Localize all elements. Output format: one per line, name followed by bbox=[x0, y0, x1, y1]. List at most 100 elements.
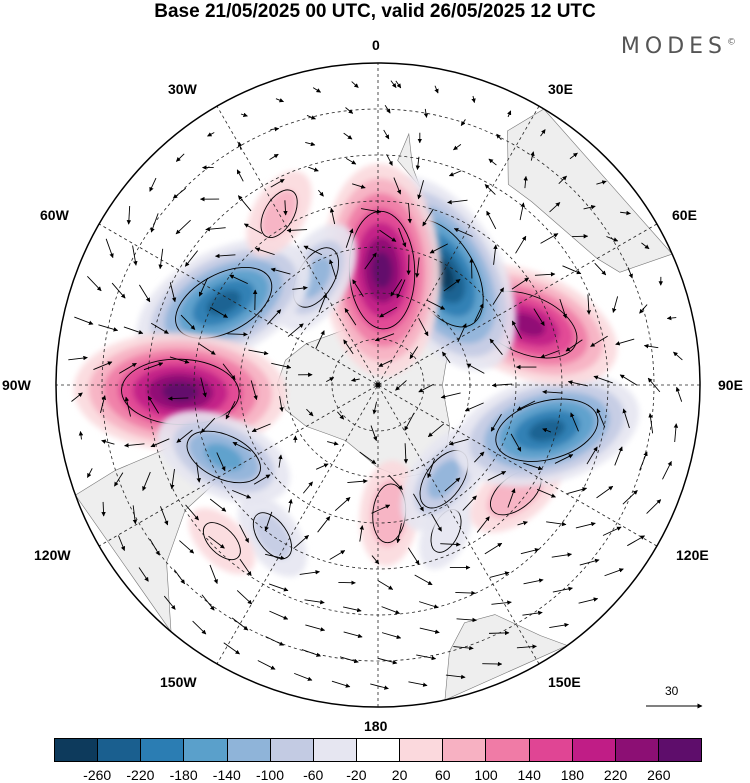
wind-arrow bbox=[149, 539, 160, 556]
wind-arrow bbox=[384, 104, 391, 114]
wind-arrow bbox=[422, 208, 434, 227]
low-anomaly-115w-contour bbox=[175, 266, 273, 339]
wind-arrow bbox=[647, 377, 661, 393]
wind-arrow bbox=[248, 349, 269, 356]
colorbar-segment bbox=[486, 739, 530, 761]
wind-arrow bbox=[317, 516, 331, 533]
meridian-line bbox=[98, 223, 658, 547]
wind-arrow bbox=[169, 356, 190, 364]
wind-arrow bbox=[352, 183, 366, 189]
wind-arrow bbox=[567, 487, 588, 494]
wind-arrow bbox=[395, 380, 407, 391]
wind-arrow bbox=[627, 535, 646, 547]
wind-arrow bbox=[225, 400, 236, 420]
wind-arrow bbox=[586, 294, 592, 315]
wind-arrow bbox=[371, 504, 391, 514]
wind-arrow bbox=[236, 590, 253, 605]
wind-arrow bbox=[549, 202, 561, 213]
wind-arrow bbox=[429, 243, 448, 254]
wind-arrow bbox=[533, 308, 545, 327]
wind-arrow bbox=[596, 485, 614, 499]
wind-arrow bbox=[172, 187, 187, 199]
colorbar-segment bbox=[615, 739, 659, 761]
wind-arrow bbox=[160, 506, 169, 526]
wind-vectors bbox=[68, 80, 683, 690]
wind-arrow bbox=[455, 590, 476, 596]
colorbar-segment bbox=[443, 739, 487, 761]
brand-logo: MODES© bbox=[621, 34, 736, 59]
wind-arrow bbox=[388, 474, 403, 490]
wind-arrow bbox=[87, 468, 93, 478]
wind-arrow bbox=[558, 175, 567, 185]
wind-arrow bbox=[378, 359, 393, 367]
wind-arrow bbox=[329, 207, 336, 225]
wind-arrow bbox=[612, 296, 619, 313]
wind-arrow bbox=[453, 144, 462, 151]
wind-arrow bbox=[329, 259, 337, 279]
wind-arrow bbox=[306, 408, 314, 417]
wind-arrow bbox=[614, 446, 623, 466]
wind-arrow bbox=[488, 158, 497, 166]
wind-arrow bbox=[347, 478, 368, 484]
wind-arrow bbox=[378, 657, 398, 665]
wind-arrow bbox=[143, 362, 164, 371]
wind-arrow bbox=[404, 412, 415, 431]
wind-arrow bbox=[510, 433, 522, 452]
wind-arrow bbox=[243, 223, 263, 234]
lon-label-150w: 150W bbox=[160, 674, 197, 690]
wind-arrow bbox=[343, 631, 363, 639]
wind-arrow bbox=[403, 443, 409, 464]
wind-arrow bbox=[673, 423, 679, 443]
colorbar-segment bbox=[98, 739, 142, 761]
wind-arrow bbox=[386, 154, 393, 166]
wind-arrow bbox=[583, 204, 596, 210]
wind-arrow bbox=[575, 521, 596, 529]
wind-arrow bbox=[493, 244, 498, 265]
wind-arrow bbox=[139, 284, 151, 303]
wind-arrow bbox=[381, 606, 401, 615]
wind-arrow bbox=[270, 178, 285, 188]
copyright-mark: © bbox=[727, 37, 736, 48]
wind-arrow bbox=[275, 98, 284, 103]
wind-arrow bbox=[302, 481, 313, 494]
wind-arrow bbox=[431, 513, 442, 532]
low-anomaly-30w bbox=[238, 494, 307, 578]
wind-arrow bbox=[448, 170, 462, 177]
wind-arrow bbox=[207, 132, 215, 137]
wind-arrow bbox=[185, 504, 199, 521]
wind-arrow bbox=[407, 547, 420, 565]
wind-arrow bbox=[516, 644, 537, 649]
colorbar-tick-label: -100 bbox=[255, 767, 285, 783]
wind-arrow bbox=[596, 408, 606, 428]
wind-arrow bbox=[593, 375, 613, 384]
wind-arrow bbox=[643, 343, 659, 349]
wind-arrow bbox=[269, 153, 279, 161]
wind-arrow bbox=[239, 558, 252, 577]
wind-arrow bbox=[308, 166, 319, 172]
lon-label-120w: 120W bbox=[34, 547, 71, 563]
wind-arrow bbox=[292, 285, 308, 291]
low-anomaly-30w-contour bbox=[252, 512, 293, 560]
wind-arrow bbox=[426, 299, 446, 310]
wind-arrow bbox=[370, 425, 378, 442]
wind-arrow bbox=[622, 408, 630, 429]
wind-arrow bbox=[238, 524, 249, 543]
wind-arrow bbox=[484, 184, 496, 195]
wind-arrow bbox=[578, 597, 599, 604]
wind-arrow bbox=[253, 474, 271, 485]
wind-arrow bbox=[210, 306, 228, 318]
wind-arrow bbox=[444, 477, 461, 492]
colorbar-tick-label: -220 bbox=[126, 767, 155, 783]
wind-arrow bbox=[622, 490, 638, 505]
wind-arrow bbox=[419, 601, 439, 609]
high-anomaly-150w-contour bbox=[260, 189, 298, 238]
wind-arrow bbox=[491, 600, 512, 605]
wind-arrow bbox=[364, 252, 377, 270]
wind-arrow bbox=[101, 501, 106, 517]
wind-arrow bbox=[231, 617, 249, 631]
wind-arrow bbox=[662, 461, 672, 480]
wind-arrow bbox=[440, 542, 461, 547]
wind-arrow bbox=[602, 526, 622, 536]
wind-arrow bbox=[268, 583, 289, 592]
reference-vector: 30 bbox=[645, 684, 705, 714]
